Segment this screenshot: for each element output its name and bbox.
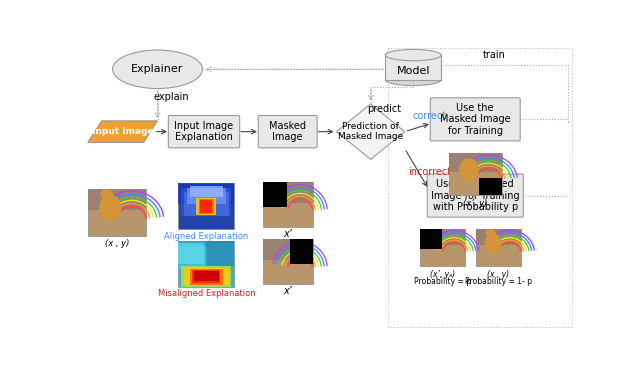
- Bar: [196, 198, 216, 215]
- Text: Input Image: Input Image: [92, 127, 154, 136]
- Text: Explainer: Explainer: [131, 64, 184, 74]
- Text: Masked
Image: Masked Image: [269, 121, 306, 142]
- Bar: [420, 229, 442, 249]
- Bar: [420, 229, 465, 266]
- Text: x’: x’: [284, 286, 292, 296]
- Ellipse shape: [100, 189, 113, 200]
- Bar: [200, 200, 212, 213]
- Bar: [449, 153, 502, 195]
- Bar: [263, 240, 312, 284]
- Text: Model: Model: [397, 65, 430, 76]
- Bar: [263, 240, 312, 260]
- Bar: [385, 55, 441, 80]
- Text: Use the Masked
Image for Training
with Probability p: Use the Masked Image for Training with P…: [431, 179, 520, 212]
- Text: Use the
Masked Image
for Training: Use the Masked Image for Training: [440, 103, 511, 136]
- Text: Probability = 1- p: Probability = 1- p: [465, 277, 532, 286]
- Bar: [479, 178, 502, 195]
- Bar: [181, 266, 232, 287]
- Text: (x’, yₐ): (x’, yₐ): [430, 270, 455, 279]
- Polygon shape: [88, 121, 157, 142]
- Bar: [189, 186, 223, 197]
- Text: correct: correct: [412, 111, 447, 121]
- Text: predict: predict: [367, 103, 402, 113]
- Text: train: train: [483, 51, 506, 60]
- Text: Probability = p: Probability = p: [414, 277, 471, 286]
- Ellipse shape: [484, 233, 502, 254]
- Bar: [263, 183, 312, 203]
- Polygon shape: [337, 104, 404, 159]
- Bar: [290, 240, 312, 264]
- Text: incorrect: incorrect: [408, 167, 451, 177]
- Bar: [179, 246, 209, 269]
- Ellipse shape: [459, 158, 479, 182]
- Bar: [263, 183, 287, 207]
- Bar: [179, 241, 234, 266]
- Bar: [88, 189, 147, 236]
- FancyBboxPatch shape: [259, 115, 317, 148]
- Bar: [179, 243, 204, 264]
- Bar: [187, 188, 226, 204]
- Text: explain: explain: [154, 92, 189, 102]
- Text: x’: x’: [284, 230, 292, 240]
- Bar: [179, 183, 234, 204]
- Bar: [194, 271, 219, 281]
- Ellipse shape: [486, 229, 495, 237]
- Bar: [476, 229, 521, 245]
- Text: (x , y): (x , y): [488, 270, 509, 279]
- Text: (x , y): (x , y): [105, 239, 129, 248]
- Ellipse shape: [113, 50, 202, 89]
- FancyBboxPatch shape: [430, 98, 520, 141]
- Bar: [420, 229, 465, 245]
- Ellipse shape: [385, 74, 441, 86]
- Bar: [198, 199, 214, 214]
- Bar: [193, 270, 220, 283]
- Bar: [181, 188, 232, 216]
- Text: (x’, y): (x’, y): [463, 199, 488, 208]
- Bar: [263, 183, 312, 227]
- Bar: [184, 192, 228, 216]
- Text: Input Image
Explanation: Input Image Explanation: [175, 121, 234, 142]
- Bar: [184, 268, 228, 285]
- Bar: [206, 243, 234, 266]
- Bar: [88, 189, 147, 210]
- Ellipse shape: [99, 195, 121, 221]
- Text: Prediction of
Masked Image: Prediction of Masked Image: [338, 122, 403, 141]
- FancyBboxPatch shape: [168, 115, 239, 148]
- Bar: [179, 241, 234, 287]
- Ellipse shape: [385, 49, 441, 61]
- Bar: [476, 229, 521, 266]
- Bar: [206, 241, 234, 266]
- FancyBboxPatch shape: [428, 174, 524, 217]
- Bar: [449, 153, 502, 172]
- Text: Aligned Explanation: Aligned Explanation: [164, 232, 248, 241]
- Bar: [189, 269, 223, 285]
- Text: Misaligned Explanation: Misaligned Explanation: [157, 289, 255, 298]
- Bar: [179, 183, 234, 230]
